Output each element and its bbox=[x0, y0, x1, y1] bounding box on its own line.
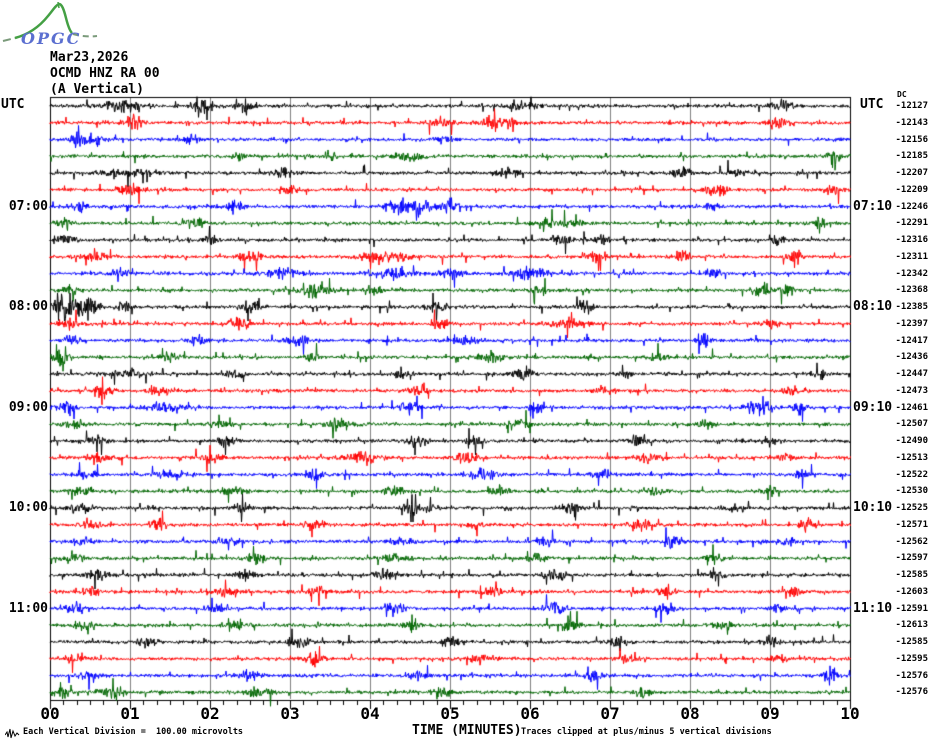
logo-dash-right bbox=[72, 33, 98, 38]
x-tick-label: 00 bbox=[40, 704, 60, 723]
dc-offset-value: -12291 bbox=[895, 218, 928, 229]
dc-offset-value: -12185 bbox=[895, 151, 928, 162]
logo-peak-tick bbox=[57, 2, 60, 9]
dc-offset-value: -12209 bbox=[895, 184, 928, 195]
dc-offset-value: -12368 bbox=[895, 285, 928, 296]
dc-offset-value: -12525 bbox=[895, 503, 928, 513]
x-tick-label: 03 bbox=[280, 704, 300, 723]
dc-offset-value: -12342 bbox=[895, 268, 928, 279]
opgc-logo: OPGC bbox=[2, 2, 98, 48]
dc-offset-value: -12127 bbox=[895, 101, 928, 111]
dc-offset-value: -12597 bbox=[895, 553, 928, 564]
scale-note: Each Vertical Division = 100.00 microvol… bbox=[23, 727, 244, 737]
right-time-label: 07:10 bbox=[853, 198, 893, 214]
dc-offset-value: -12571 bbox=[895, 519, 928, 530]
dc-offset-value: -12603 bbox=[895, 586, 928, 597]
dc-offset-value: -12417 bbox=[895, 335, 928, 346]
x-tick-label: 10 bbox=[840, 704, 860, 723]
dc-offset-value: -12613 bbox=[895, 620, 928, 631]
dc-offset-value: -12585 bbox=[895, 570, 928, 580]
dc-offset-value: -12585 bbox=[895, 637, 928, 647]
dc-offset-value: -12461 bbox=[895, 402, 928, 413]
header-date: Mar23,2026 bbox=[50, 50, 129, 65]
dc-column-header: DC bbox=[897, 90, 907, 99]
dc-offset-value: -12490 bbox=[895, 436, 928, 446]
dc-offset-value: -12473 bbox=[895, 385, 928, 396]
header-component: (A Vertical) bbox=[50, 82, 144, 97]
dc-offset-value: -12513 bbox=[895, 452, 928, 463]
x-tick-label: 08 bbox=[680, 704, 700, 723]
dc-offset-value: -12246 bbox=[895, 201, 928, 212]
dc-offset-value: -12522 bbox=[895, 469, 928, 480]
dc-offset-value: -12436 bbox=[895, 352, 928, 363]
dc-offset-value: -12447 bbox=[895, 369, 928, 379]
dc-offset-value: -12530 bbox=[895, 486, 928, 497]
logo-text: OPGC bbox=[21, 29, 81, 48]
left-time-label: 07:00 bbox=[8, 198, 48, 214]
utc-header-right: UTC bbox=[860, 97, 884, 112]
right-time-label: 08:10 bbox=[853, 299, 893, 314]
dc-offset-value: -12576 bbox=[895, 670, 928, 681]
left-time-label: 11:00 bbox=[8, 600, 48, 616]
clip-note: Traces clipped at plus/minus 5 vertical … bbox=[521, 727, 772, 737]
dc-offset-value: -12385 bbox=[895, 302, 928, 312]
x-tick-label: 02 bbox=[200, 704, 220, 723]
x-tick-label: 05 bbox=[440, 704, 460, 723]
dc-offset-value: -12591 bbox=[895, 603, 928, 614]
logo-dash-left bbox=[2, 37, 16, 42]
dc-offset-value: -12576 bbox=[895, 687, 928, 698]
x-tick-label: 01 bbox=[120, 704, 140, 723]
utc-header-left: UTC bbox=[1, 97, 25, 112]
dc-offset-value: -12562 bbox=[895, 536, 928, 547]
dc-offset-value: -12397 bbox=[895, 318, 928, 329]
left-time-label: 08:00 bbox=[8, 299, 48, 314]
x-tick-label: 04 bbox=[360, 704, 380, 723]
microvolt-scale-icon bbox=[5, 728, 20, 739]
x-tick-label: 09 bbox=[760, 704, 780, 723]
dc-offset-value: -12207 bbox=[895, 168, 928, 178]
left-time-label: 09:00 bbox=[8, 399, 48, 415]
x-tick-label: 06 bbox=[520, 704, 540, 723]
left-time-label: 10:00 bbox=[8, 500, 48, 515]
dc-offset-value: -12156 bbox=[895, 134, 928, 145]
right-time-label: 11:10 bbox=[853, 600, 893, 616]
x-tick-label: 07 bbox=[600, 704, 620, 723]
dc-offset-value: -12143 bbox=[895, 117, 928, 128]
right-time-label: 09:10 bbox=[853, 399, 893, 415]
right-time-label: 10:10 bbox=[853, 500, 893, 515]
dc-offset-value: -12316 bbox=[895, 235, 928, 245]
dc-offset-value: -12595 bbox=[895, 653, 928, 664]
header-station: OCMD HNZ RA 00 bbox=[50, 66, 160, 81]
dc-offset-value: -12507 bbox=[895, 419, 928, 430]
dc-offset-value: -12311 bbox=[895, 251, 928, 262]
x-axis-title: TIME (MINUTES) bbox=[412, 723, 522, 738]
